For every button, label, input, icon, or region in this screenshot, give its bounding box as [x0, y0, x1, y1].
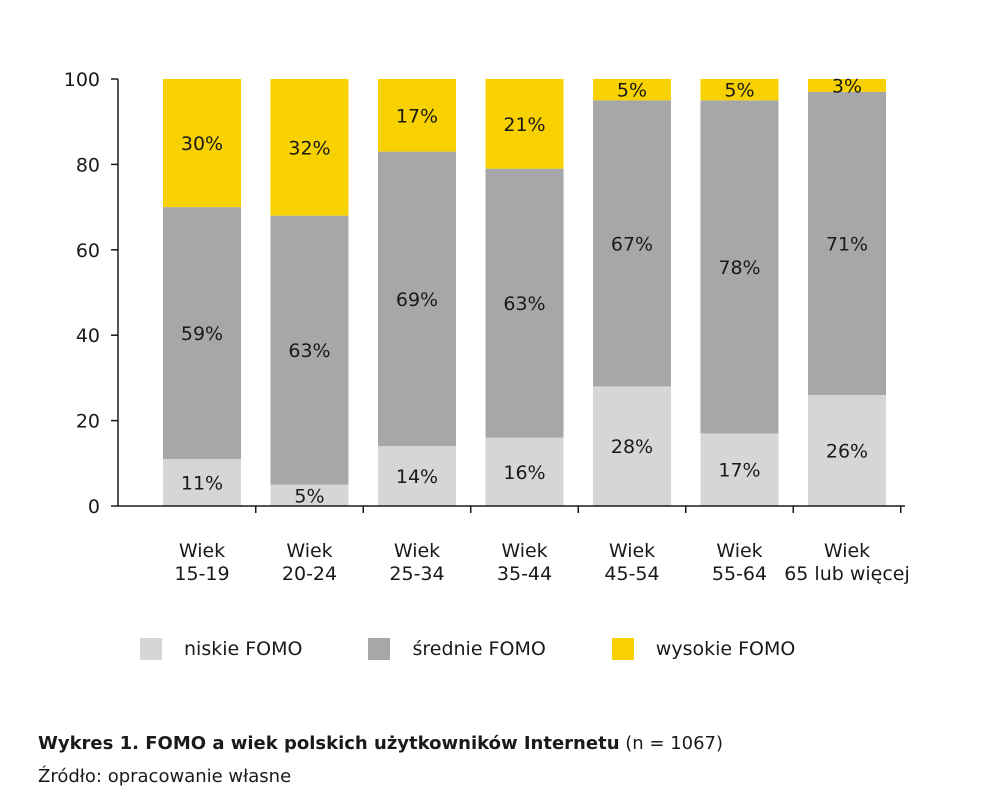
caption-title: Wykres 1. FOMO a wiek polskich użytkowni… — [38, 733, 620, 754]
bar-segment — [270, 79, 349, 216]
chart-source: Źródło: opracowanie własne — [38, 766, 292, 787]
data-label: 28% — [611, 436, 653, 458]
data-label: 21% — [503, 114, 545, 136]
legend-item-high: wysokie FOMO — [611, 638, 796, 660]
data-label: 59% — [181, 323, 223, 345]
bar-segment — [485, 168, 564, 438]
category-label: Wiek — [286, 540, 332, 562]
data-label: 63% — [503, 293, 545, 315]
bar-segment — [378, 151, 456, 447]
y-tick-label: 0 — [88, 496, 100, 518]
stacked-bar-chart: 11%59%30%Wiek15-195%63%32%Wiek20-2414%69… — [64, 69, 910, 585]
category-label: 45-54 — [604, 563, 659, 585]
data-label: 69% — [396, 289, 438, 311]
legend-item-low: niskie FOMO — [140, 638, 302, 660]
bar-segment — [485, 437, 564, 506]
caption-sample-size: (n = 1067) — [619, 733, 724, 754]
y-tick-label: 40 — [76, 325, 100, 347]
bar-segment — [593, 386, 671, 506]
category-label: 35-44 — [497, 563, 552, 585]
bar-segment — [808, 91, 886, 395]
data-label: 3% — [832, 75, 862, 97]
category-label: 55-64 — [712, 563, 767, 585]
category-label: Wiek — [501, 540, 547, 562]
data-label: 17% — [718, 460, 760, 482]
category-label: Wiek — [179, 540, 225, 562]
data-label: 63% — [288, 340, 330, 362]
category-label: Wiek — [609, 540, 655, 562]
bar-segment — [163, 207, 241, 460]
bar-segment — [378, 446, 456, 506]
category-label: 65 lub więcej — [784, 563, 910, 585]
data-label: 5% — [294, 485, 324, 507]
legend-swatch-low — [140, 638, 162, 660]
bar-segment — [270, 215, 349, 485]
legend-item-medium: średnie FOMO — [368, 638, 546, 660]
bar-segment — [593, 79, 671, 101]
category-label: 25-34 — [389, 563, 444, 585]
data-label: 14% — [396, 466, 438, 488]
bar-segment — [593, 100, 671, 387]
data-label: 17% — [396, 105, 438, 127]
bar-segment — [700, 79, 779, 101]
data-label: 71% — [826, 233, 868, 255]
bar-segment — [485, 79, 564, 169]
category-label: 15-19 — [174, 563, 229, 585]
bar-segment — [808, 394, 886, 506]
y-tick-label: 60 — [76, 240, 100, 262]
legend-swatch-high — [611, 638, 634, 660]
bar-segment — [808, 79, 886, 92]
bar-segment — [163, 79, 241, 208]
data-label: 67% — [611, 233, 653, 255]
data-label: 11% — [181, 473, 223, 495]
data-label: 16% — [503, 462, 545, 484]
y-tick-label: 100 — [64, 69, 100, 91]
legend-label-low: niskie FOMO — [184, 638, 303, 660]
bar-segment — [270, 484, 349, 506]
legend-swatch-medium — [368, 638, 391, 660]
legend-label-high: wysokie FOMO — [655, 638, 796, 660]
data-label: 5% — [724, 80, 754, 102]
y-tick-label: 20 — [76, 411, 100, 433]
category-label: Wiek — [716, 540, 762, 562]
y-tick-label: 80 — [76, 154, 100, 176]
chart-caption: Wykres 1. FOMO a wiek polskich użytkowni… — [38, 733, 723, 754]
data-label: 26% — [826, 440, 868, 462]
data-label: 5% — [617, 80, 647, 102]
bar-segment — [378, 79, 456, 152]
category-label: 20-24 — [282, 563, 337, 585]
data-label: 78% — [718, 257, 760, 279]
legend-label-medium: średnie FOMO — [412, 638, 546, 660]
bar-segment — [700, 100, 779, 434]
bar-segment — [163, 459, 241, 506]
category-label: Wiek — [394, 540, 440, 562]
bar-segment — [700, 433, 779, 506]
category-label: Wiek — [824, 540, 870, 562]
legend: niskie FOMO średnie FOMO wysokie FOMO — [140, 638, 861, 660]
data-label: 32% — [288, 137, 330, 159]
data-label: 30% — [181, 133, 223, 155]
